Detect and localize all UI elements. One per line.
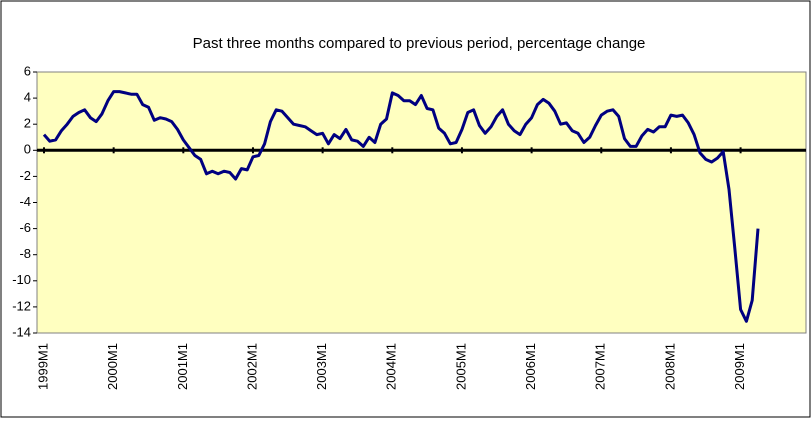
- y-tick-label: -12: [12, 298, 31, 313]
- y-tick-label: -4: [19, 194, 31, 209]
- x-tick-label: 2003M1: [314, 343, 329, 390]
- x-tick-label: 2000M1: [105, 343, 120, 390]
- plot-area: [36, 71, 807, 334]
- y-tick-label: -6: [19, 220, 31, 235]
- x-tick-label: 1999M1: [35, 343, 50, 390]
- x-tick-label: 2008M1: [662, 343, 677, 390]
- y-tick-label: -14: [12, 324, 31, 339]
- x-tick-label: 2002M1: [244, 343, 259, 390]
- y-tick-label: 4: [24, 90, 31, 105]
- y-tick-label: 2: [24, 116, 31, 131]
- chart-title: Past three months compared to previous p…: [193, 35, 646, 52]
- x-tick-label: 2004M1: [384, 343, 399, 390]
- y-tick-label: -8: [19, 246, 31, 261]
- y-tick-label: 6: [24, 63, 31, 78]
- x-tick-label: 2005M1: [453, 343, 468, 390]
- data-line: [42, 90, 760, 323]
- x-tick-label: 2007M1: [593, 343, 608, 390]
- y-tick-label: -10: [12, 272, 31, 287]
- x-tick-label: 2009M1: [732, 343, 747, 390]
- x-tick-label: 2006M1: [523, 343, 538, 390]
- y-tick-label: -2: [19, 168, 31, 183]
- x-tick-label: 2001M1: [175, 343, 190, 390]
- y-tick-label: 0: [24, 142, 31, 157]
